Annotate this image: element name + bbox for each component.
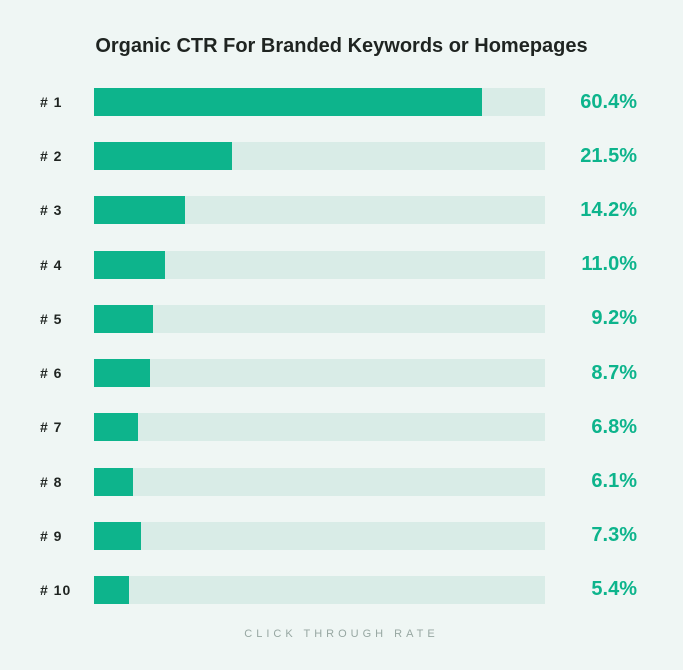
bar-fill: [94, 576, 129, 604]
bar-value-label: 14.2%: [565, 199, 637, 222]
bar-value-label: 6.8%: [565, 416, 637, 439]
bars-area: # 160.4%# 221.5%# 314.2%# 411.0%# 59.2%#…: [40, 88, 643, 604]
bar-rank-label: # 10: [40, 582, 94, 598]
bar-value-label: 8.7%: [565, 362, 637, 385]
bar-row: # 1 60.4%: [40, 88, 637, 116]
chart-container: Organic CTR For Branded Keywords or Home…: [0, 0, 683, 670]
bar-track: [94, 196, 545, 224]
bar-row: # 2 21.5%: [40, 142, 637, 170]
bar-row: # 9 7.3%: [40, 522, 637, 550]
bar-rank-label: # 3: [40, 202, 94, 218]
bar-value-label: 21.5%: [565, 145, 637, 168]
bar-track: [94, 305, 545, 333]
bar-value-label: 60.4%: [565, 91, 637, 114]
bar-track: [94, 522, 545, 550]
bar-fill: [94, 413, 138, 441]
bar-rank-label: # 6: [40, 365, 94, 381]
bar-row: # 3 14.2%: [40, 196, 637, 224]
bar-value-label: 7.3%: [565, 524, 637, 547]
bar-row: # 6 8.7%: [40, 359, 637, 387]
bar-rank-label: # 8: [40, 474, 94, 490]
bar-fill: [94, 196, 185, 224]
bar-rank-label: # 5: [40, 311, 94, 327]
bar-track: [94, 88, 545, 116]
bar-rank-label: # 9: [40, 528, 94, 544]
bar-row: # 5 9.2%: [40, 305, 637, 333]
bar-track: [94, 251, 545, 279]
bar-fill: [94, 468, 133, 496]
bar-track: [94, 142, 545, 170]
bar-rank-label: # 4: [40, 257, 94, 273]
bar-fill: [94, 251, 165, 279]
bar-value-label: 9.2%: [565, 307, 637, 330]
bar-value-label: 6.1%: [565, 470, 637, 493]
x-axis-label: CLICK THROUGH RATE: [40, 628, 643, 640]
bar-row: # 8 6.1%: [40, 468, 637, 496]
bar-fill: [94, 522, 141, 550]
bar-track: [94, 576, 545, 604]
bar-track: [94, 468, 545, 496]
bar-rank-label: # 7: [40, 419, 94, 435]
bar-fill: [94, 359, 150, 387]
bar-track: [94, 413, 545, 441]
bar-fill: [94, 305, 153, 333]
bar-row: # 7 6.8%: [40, 413, 637, 441]
chart-title: Organic CTR For Branded Keywords or Home…: [40, 35, 643, 58]
bar-value-label: 5.4%: [565, 578, 637, 601]
bar-row: # 10 5.4%: [40, 576, 637, 604]
bar-rank-label: # 2: [40, 148, 94, 164]
bar-track: [94, 359, 545, 387]
bar-rank-label: # 1: [40, 94, 94, 110]
bar-fill: [94, 142, 232, 170]
bar-value-label: 11.0%: [565, 253, 637, 276]
bar-fill: [94, 88, 482, 116]
bar-row: # 4 11.0%: [40, 251, 637, 279]
